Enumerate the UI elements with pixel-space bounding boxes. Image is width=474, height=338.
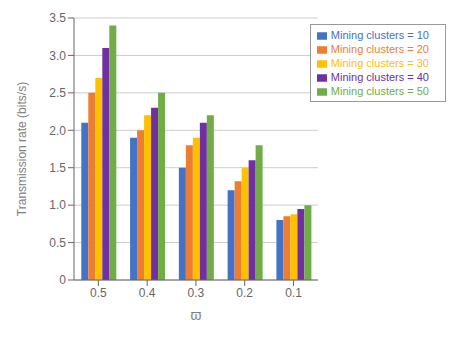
html-text:Mining clusters = 20: Mining clusters = 20 — [330, 43, 429, 55]
svg-text:0.4: 0.4 — [139, 286, 156, 300]
svg-text:3.0: 3.0 — [49, 49, 66, 63]
svg-text:2.0: 2.0 — [49, 124, 66, 138]
svg-text:0: 0 — [59, 273, 66, 287]
html-text:Mining clusters = 40: Mining clusters = 40 — [330, 71, 429, 83]
svg-text:2.5: 2.5 — [49, 86, 66, 100]
svg-text:1.0: 1.0 — [49, 198, 66, 212]
html-text:Mining clusters = 50: Mining clusters = 50 — [330, 85, 429, 97]
html-text:Mining clusters = 30: Mining clusters = 30 — [330, 57, 429, 69]
svg-text:0.1: 0.1 — [285, 286, 302, 300]
svg-text:0.2: 0.2 — [236, 286, 253, 300]
svg-text:0.5: 0.5 — [49, 236, 66, 250]
svg-text:0.3: 0.3 — [188, 286, 205, 300]
html-text:Mining clusters = 10: Mining clusters = 10 — [330, 29, 429, 41]
svg-text:ϖ: ϖ — [190, 307, 201, 323]
svg-text:1.5: 1.5 — [49, 161, 66, 175]
svg-text:Transmission rate (bits/s): Transmission rate (bits/s) — [15, 82, 29, 216]
svg-text:3.5: 3.5 — [49, 11, 66, 25]
svg-text:0.5: 0.5 — [90, 286, 107, 300]
